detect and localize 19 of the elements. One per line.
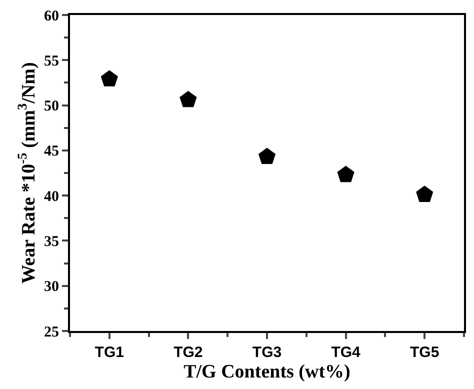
y-tick-label: 30 — [44, 279, 59, 296]
x-axis-title: T/G Contents (wt%) — [184, 361, 350, 382]
x-tick-label: TG2 — [174, 344, 203, 361]
x-tick-label: TG1 — [94, 344, 124, 361]
y-tick-label: 60 — [44, 8, 59, 24]
y-tick-label: 40 — [44, 188, 59, 205]
point — [258, 148, 276, 164]
y-tick-label: 35 — [44, 234, 59, 250]
x-tick-label: TG3 — [252, 344, 282, 361]
y-tick-label: 25 — [44, 324, 59, 340]
x-tick-label: TG4 — [331, 344, 362, 361]
y-tick-label: 55 — [44, 53, 59, 70]
point — [337, 166, 354, 182]
y-tick-label: 45 — [44, 144, 59, 160]
point — [180, 90, 197, 108]
x-tick-label: TG5 — [410, 344, 440, 361]
point — [416, 186, 434, 202]
point — [100, 70, 118, 86]
y-tick-label: 50 — [44, 98, 59, 115]
